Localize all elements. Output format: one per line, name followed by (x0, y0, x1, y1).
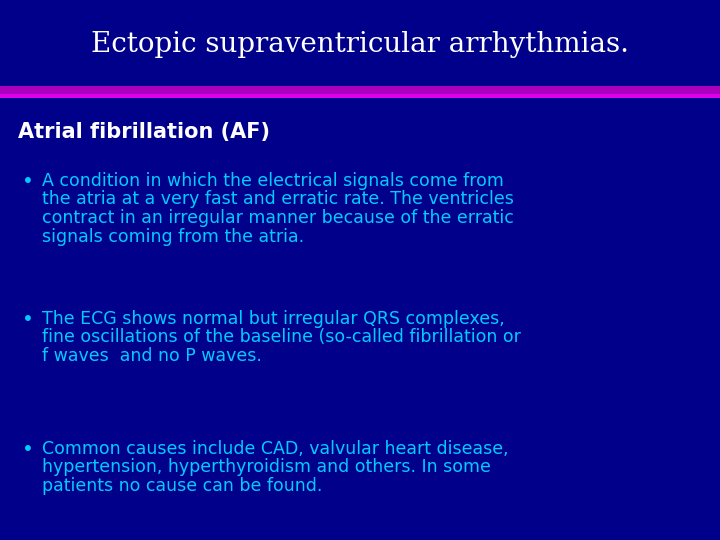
Bar (0, 94, 720, 98)
Text: hypertension, hyperthyroidism and others. In some: hypertension, hyperthyroidism and others… (42, 458, 491, 476)
Text: Common causes include CAD, valvular heart disease,: Common causes include CAD, valvular hear… (42, 440, 508, 458)
Bar (0, 86, 720, 94)
Text: patients no cause can be found.: patients no cause can be found. (42, 477, 323, 495)
Text: Atrial fibrillation (AF): Atrial fibrillation (AF) (18, 122, 270, 142)
Text: fine oscillations of the baseline (so-called fibrillation or: fine oscillations of the baseline (so-ca… (42, 328, 521, 347)
Text: •: • (22, 172, 34, 191)
Text: The ECG shows normal but irregular QRS complexes,: The ECG shows normal but irregular QRS c… (42, 310, 505, 328)
Text: •: • (22, 310, 34, 329)
Text: f waves  and no P waves.: f waves and no P waves. (42, 347, 262, 365)
Text: contract in an irregular manner because of the erratic: contract in an irregular manner because … (42, 209, 514, 227)
Text: Ectopic supraventricular arrhythmias.: Ectopic supraventricular arrhythmias. (91, 31, 629, 58)
Text: •: • (22, 440, 34, 459)
Text: A condition in which the electrical signals come from: A condition in which the electrical sign… (42, 172, 504, 190)
Text: the atria at a very fast and erratic rate. The ventricles: the atria at a very fast and erratic rat… (42, 191, 514, 208)
Text: signals coming from the atria.: signals coming from the atria. (42, 227, 304, 246)
